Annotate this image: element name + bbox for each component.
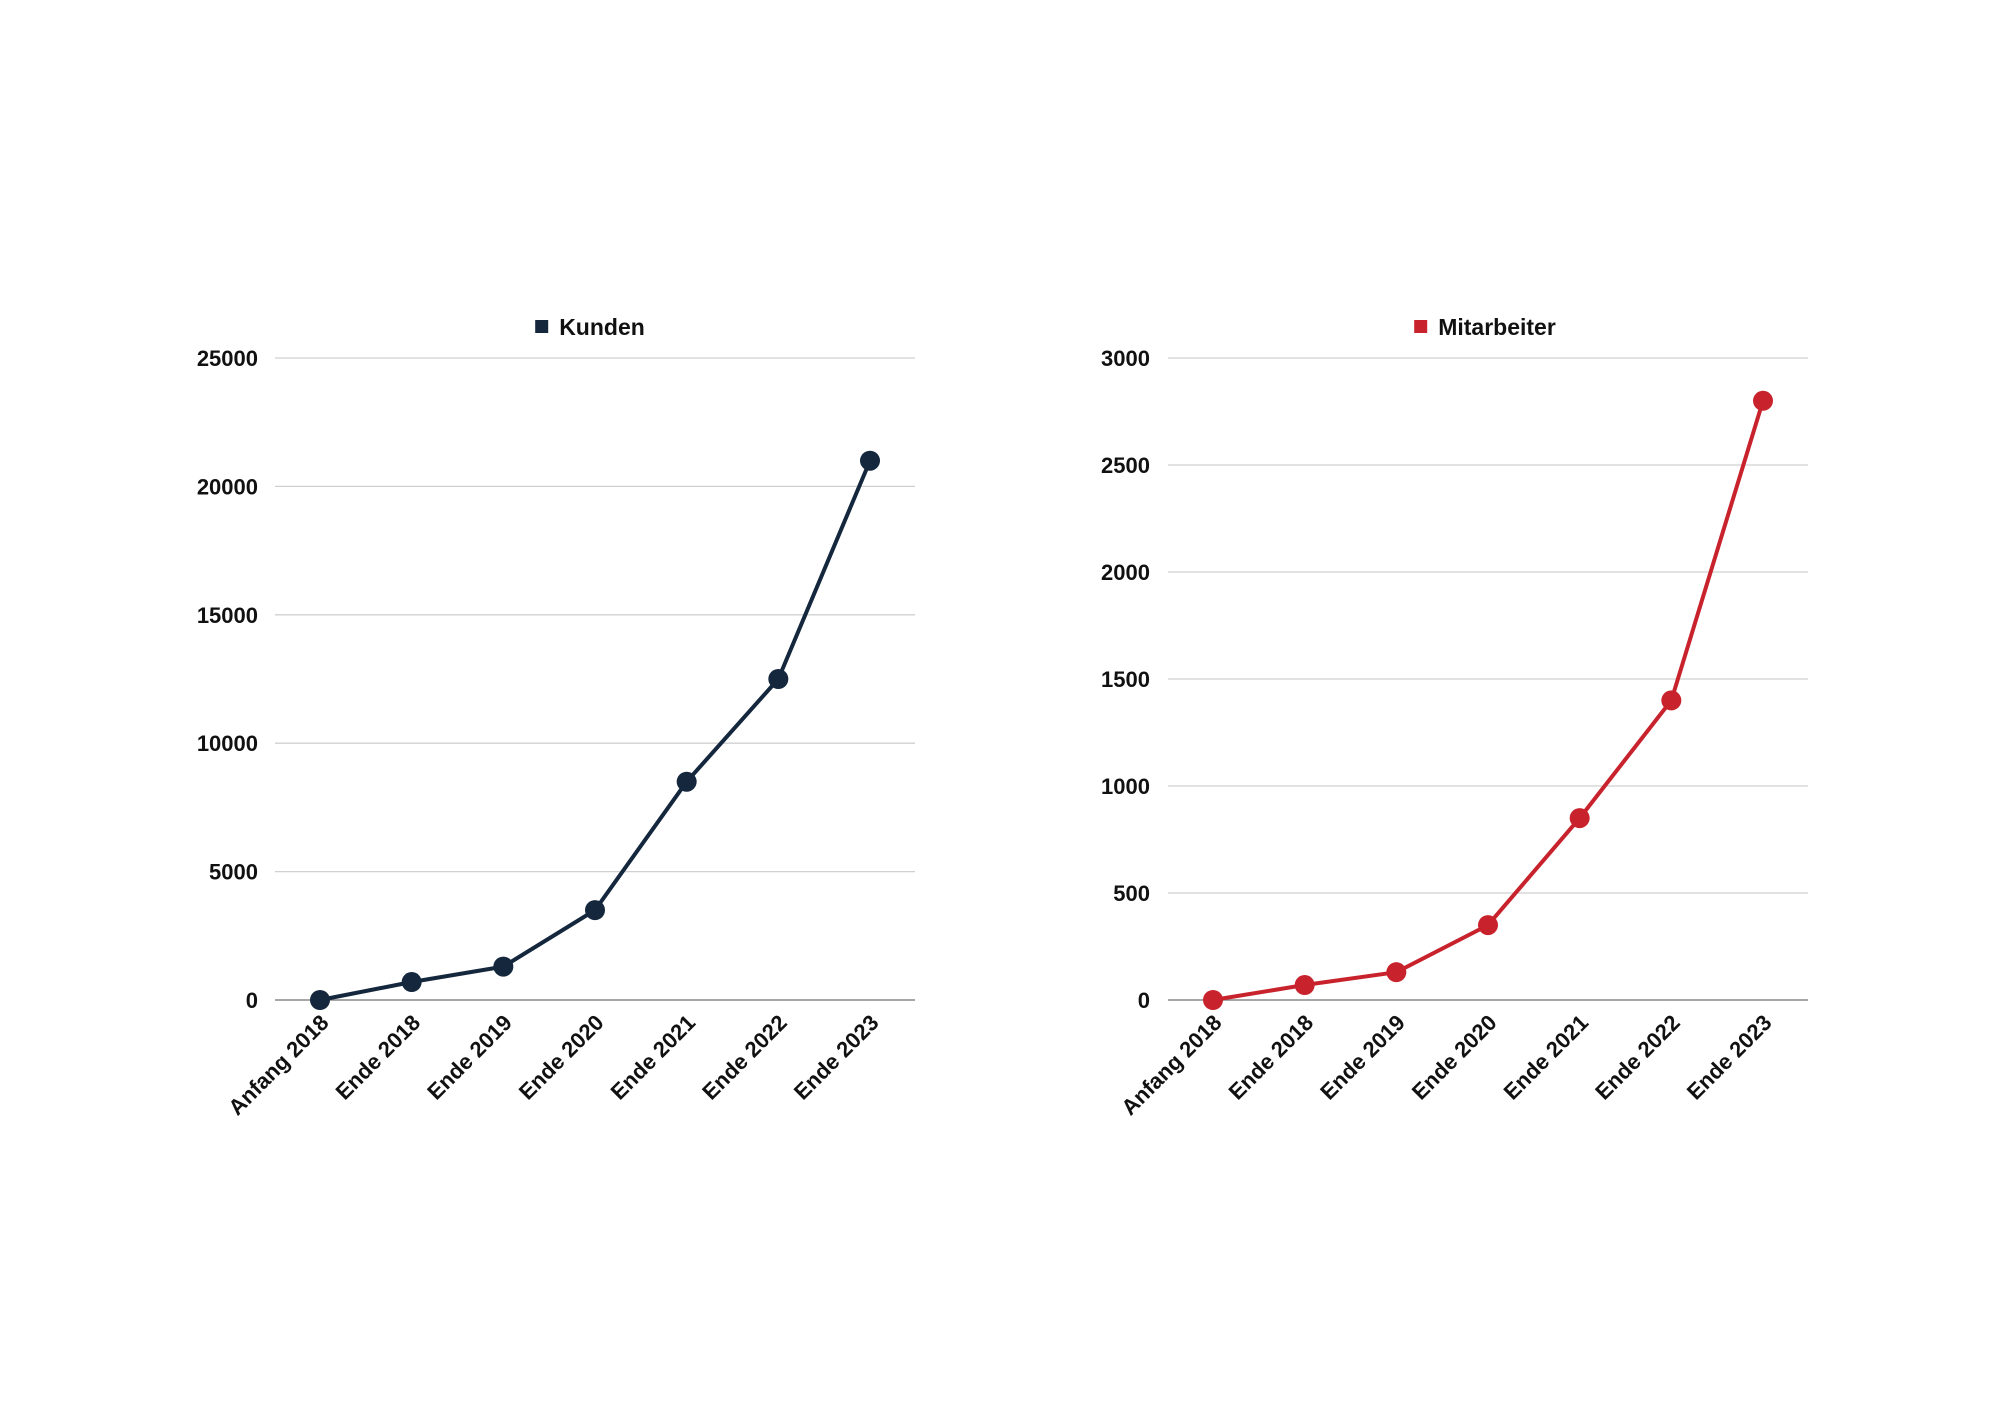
data-point [493,956,514,977]
x-tick-label: Ende 2018 [1224,1010,1319,1105]
y-tick-label: 1500 [1101,667,1150,692]
y-tick-label: 500 [1113,881,1150,906]
data-point [1386,962,1407,983]
x-tick-label: Ende 2023 [1682,1010,1777,1105]
y-tick-label: 2000 [1101,560,1150,585]
data-point [1753,390,1773,411]
x-tick-label: Ende 2019 [1315,1010,1410,1105]
data-point [860,450,880,471]
data-point [676,771,697,792]
data-point [1661,690,1682,711]
y-tick-label: 5000 [209,860,258,885]
x-tick-label: Ende 2022 [697,1010,792,1105]
y-tick-label: 2500 [1101,453,1150,478]
data-point [1569,808,1590,829]
data-point [310,990,330,1010]
x-tick-label: Ende 2021 [1499,1010,1594,1105]
x-tick-label: Ende 2023 [789,1010,884,1105]
data-point [401,972,422,993]
y-tick-label: 25000 [197,346,258,371]
x-tick-label: Ende 2020 [1407,1010,1502,1105]
x-tick-label: Anfang 2018 [1116,1010,1226,1120]
data-point [1294,975,1315,996]
y-tick-label: 3000 [1101,346,1150,371]
data-point [768,669,789,689]
x-tick-label: Ende 2021 [606,1010,701,1105]
x-tick-label: Ende 2019 [422,1010,517,1105]
legend-swatch [1414,320,1428,333]
data-point [1478,915,1498,936]
x-tick-label: Anfang 2018 [223,1010,333,1120]
legend-swatch [535,320,549,333]
data-point [1203,990,1223,1010]
x-tick-label: Ende 2022 [1590,1010,1685,1105]
legend-label: Mitarbeiter [1438,314,1556,340]
y-tick-label: 20000 [197,474,258,499]
y-tick-label: 1000 [1101,774,1150,799]
data-point [585,900,605,921]
x-tick-label: Ende 2018 [331,1010,426,1105]
legend-label: Kunden [559,314,645,340]
y-tick-label: 0 [246,988,258,1013]
y-tick-label: 10000 [197,731,258,756]
x-tick-label: Ende 2020 [514,1010,609,1105]
y-tick-label: 15000 [197,603,258,628]
y-tick-label: 0 [1138,988,1150,1013]
